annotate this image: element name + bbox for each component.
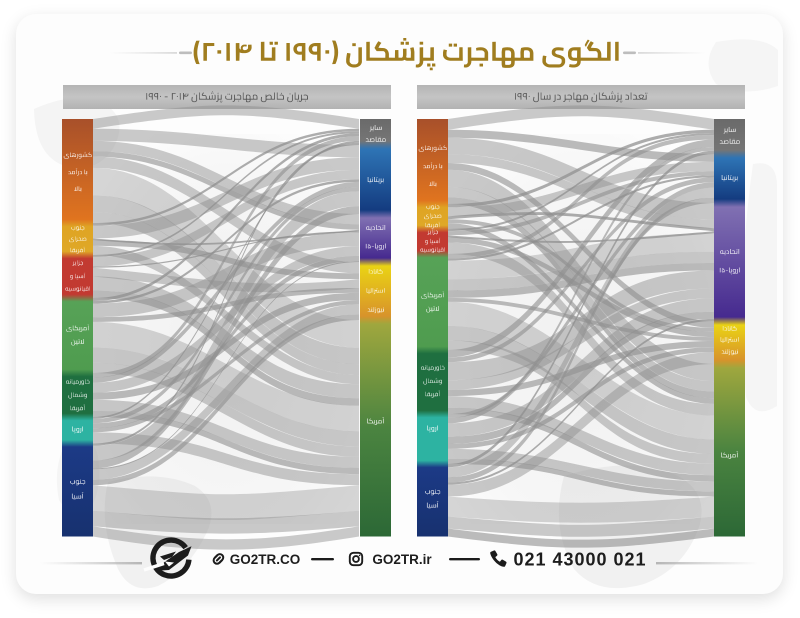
svg-text:021 43000 021: 021 43000 021: [513, 550, 646, 570]
svg-text:GO2TR.CO: GO2TR.CO: [230, 552, 301, 567]
svg-text:GO2TR.ir: GO2TR.ir: [372, 552, 432, 567]
